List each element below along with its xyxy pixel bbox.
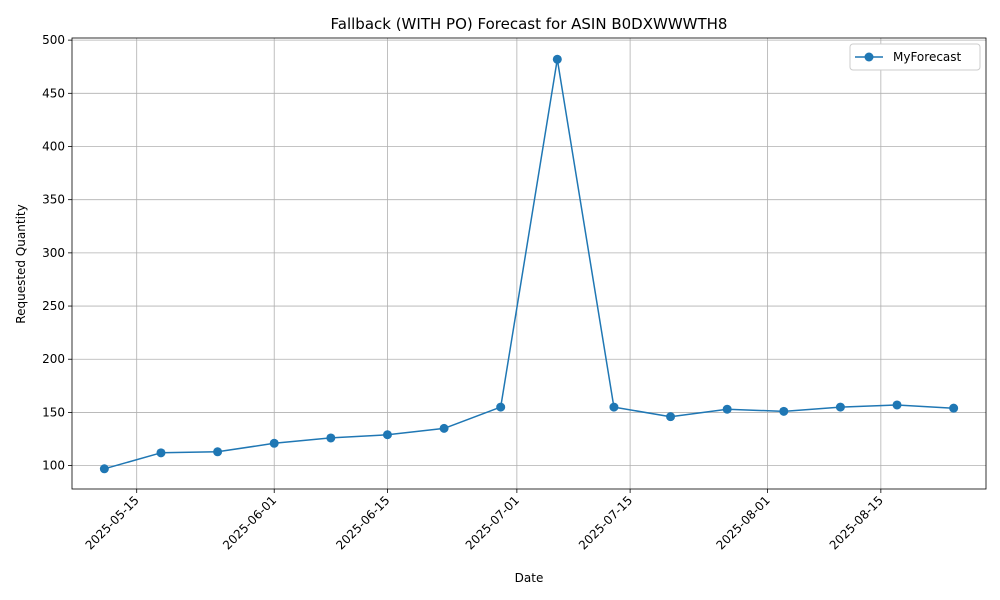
series-line-myforecast (104, 58, 954, 470)
data-point (722, 404, 732, 414)
x-axis-label: Date (515, 571, 544, 585)
data-point (156, 448, 166, 458)
legend-marker-swatch (864, 52, 874, 62)
y-tick-label: 500 (42, 33, 65, 47)
legend: MyForecast (849, 43, 981, 71)
data-point (99, 464, 109, 474)
y-tick-label: 400 (42, 139, 65, 153)
data-point (552, 54, 562, 64)
legend-label-myforecast: MyForecast (893, 50, 962, 64)
y-tick-label: 300 (42, 246, 65, 260)
data-point (609, 402, 619, 412)
data-point (892, 400, 902, 410)
y-tick-label: 250 (42, 299, 65, 313)
y-tick-label: 150 (42, 405, 65, 419)
data-point (382, 430, 392, 440)
chart-title: Fallback (WITH PO) Forecast for ASIN B0D… (331, 15, 728, 33)
data-point (326, 433, 336, 443)
data-point (439, 423, 449, 433)
y-tick-label: 100 (42, 459, 65, 473)
data-point (213, 447, 223, 457)
data-point (779, 406, 789, 416)
series-layer (99, 54, 959, 474)
legend-frame (849, 43, 981, 71)
y-tick-label: 200 (42, 352, 65, 366)
data-point (835, 402, 845, 412)
data-point (666, 412, 676, 422)
grid-lines (72, 38, 986, 489)
y-tick-label: 350 (42, 193, 65, 207)
data-point (496, 402, 506, 412)
data-point (269, 438, 279, 448)
plot-frame (71, 37, 987, 490)
y-tick-label: 450 (42, 86, 65, 100)
data-point (949, 403, 959, 413)
y-axis-label: Requested Quantity (14, 204, 28, 323)
